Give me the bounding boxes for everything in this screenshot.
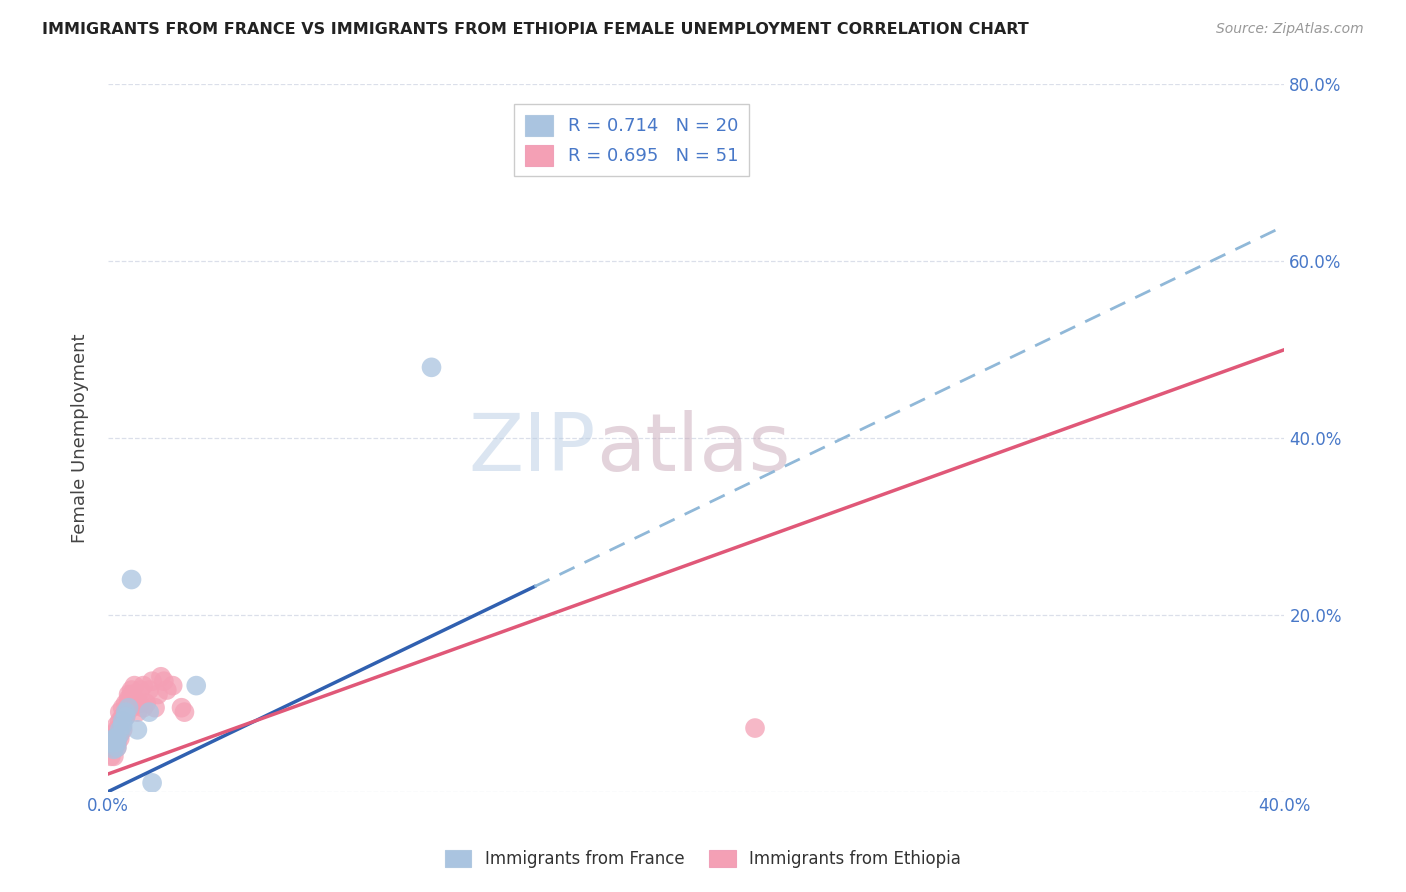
Point — [100, 736, 122, 750]
Point — [170, 700, 193, 714]
Point — [103, 749, 125, 764]
Point — [121, 700, 143, 714]
Point — [105, 723, 128, 737]
Point — [111, 723, 134, 737]
Point — [111, 709, 134, 723]
Point — [103, 742, 125, 756]
Point — [186, 679, 208, 693]
Point — [141, 674, 163, 689]
Point — [100, 731, 122, 746]
Point — [117, 700, 139, 714]
Point — [124, 679, 146, 693]
Point — [103, 731, 125, 746]
Point — [108, 731, 131, 746]
Point — [117, 691, 139, 706]
Point — [138, 705, 160, 719]
Point — [108, 723, 131, 737]
Legend: R = 0.714   N = 20, R = 0.695   N = 51: R = 0.714 N = 20, R = 0.695 N = 51 — [513, 104, 749, 177]
Point — [149, 670, 172, 684]
Point — [744, 721, 766, 735]
Point — [132, 700, 155, 714]
Point — [100, 740, 122, 755]
Point — [111, 714, 134, 728]
Point — [105, 740, 128, 755]
Point — [105, 718, 128, 732]
Point — [129, 696, 152, 710]
Text: Source: ZipAtlas.com: Source: ZipAtlas.com — [1216, 22, 1364, 37]
Point — [121, 688, 143, 702]
Text: IMMIGRANTS FROM FRANCE VS IMMIGRANTS FROM ETHIOPIA FEMALE UNEMPLOYMENT CORRELATI: IMMIGRANTS FROM FRANCE VS IMMIGRANTS FRO… — [42, 22, 1029, 37]
Point — [114, 705, 136, 719]
Point — [105, 731, 128, 746]
Point — [114, 709, 136, 723]
Point — [114, 705, 136, 719]
Point — [111, 718, 134, 732]
Point — [117, 688, 139, 702]
Point — [100, 733, 122, 747]
Point — [156, 683, 179, 698]
Point — [138, 683, 160, 698]
Point — [153, 674, 176, 689]
Point — [714, 148, 737, 162]
Text: ZIP: ZIP — [468, 409, 596, 488]
Point — [100, 749, 122, 764]
Point — [146, 688, 169, 702]
Point — [105, 740, 128, 755]
Legend: Immigrants from France, Immigrants from Ethiopia: Immigrants from France, Immigrants from … — [439, 843, 967, 875]
Point — [141, 776, 163, 790]
Point — [108, 705, 131, 719]
Point — [108, 714, 131, 728]
Point — [108, 727, 131, 741]
Point — [103, 727, 125, 741]
Point — [105, 736, 128, 750]
Point — [100, 736, 122, 750]
Point — [162, 679, 184, 693]
Point — [127, 696, 149, 710]
Text: atlas: atlas — [596, 409, 790, 488]
Point — [103, 740, 125, 755]
Point — [111, 714, 134, 728]
Point — [105, 735, 128, 749]
Point — [117, 696, 139, 710]
Point — [111, 700, 134, 714]
Point — [108, 727, 131, 741]
Point — [121, 573, 143, 587]
Point — [173, 705, 195, 719]
Point — [143, 700, 166, 714]
Point — [132, 679, 155, 693]
Point — [420, 360, 443, 375]
Point — [124, 691, 146, 706]
Point — [114, 696, 136, 710]
Point — [135, 696, 157, 710]
Point — [114, 709, 136, 723]
Point — [103, 731, 125, 746]
Y-axis label: Female Unemployment: Female Unemployment — [72, 334, 89, 543]
Point — [121, 683, 143, 698]
Point — [129, 683, 152, 698]
Point — [127, 723, 149, 737]
Point — [127, 705, 149, 719]
Point — [105, 731, 128, 746]
